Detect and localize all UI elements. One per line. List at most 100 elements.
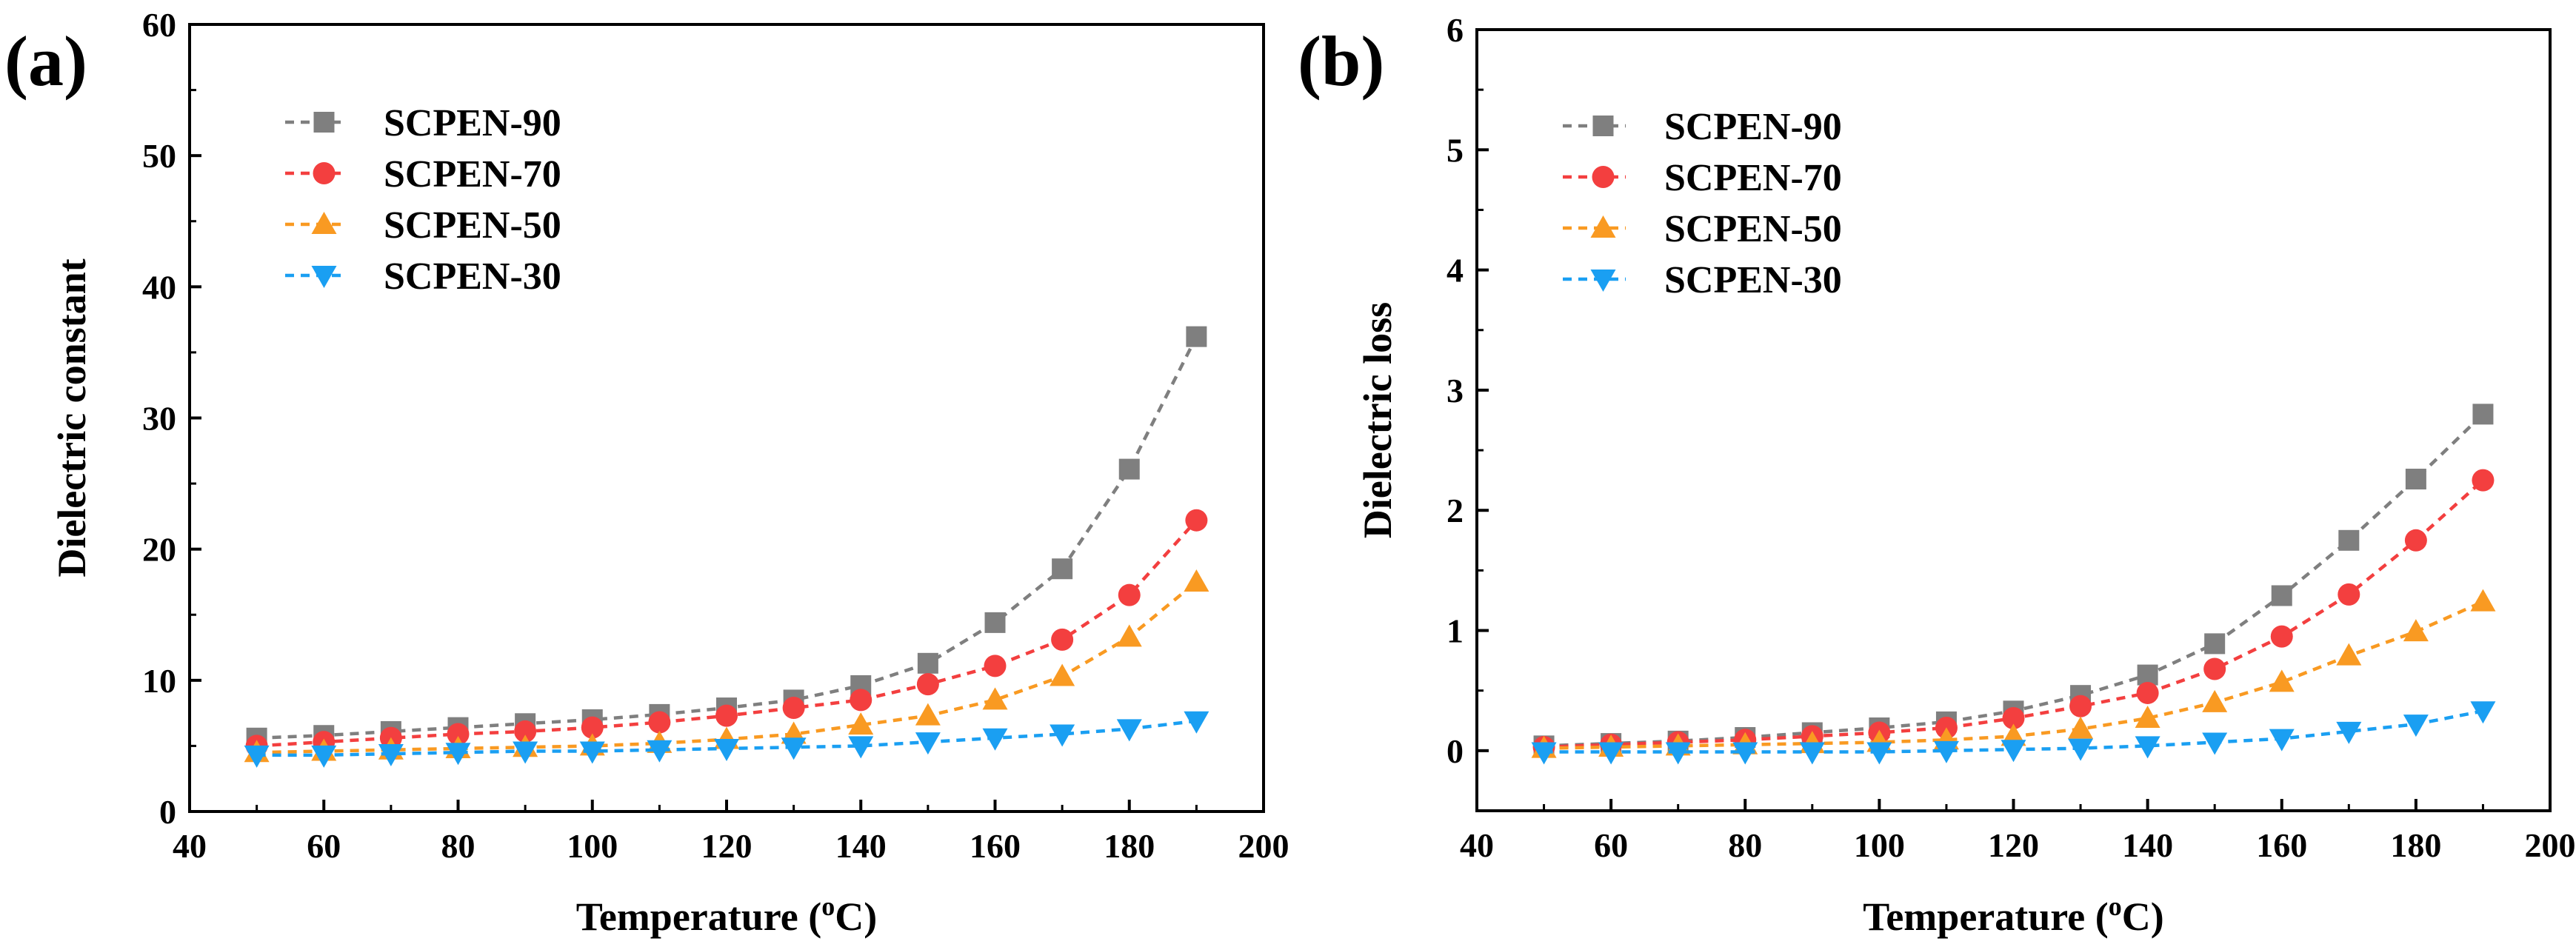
x-tick-label: 140 (835, 827, 887, 865)
legend-label: SCPEN-90 (384, 102, 561, 144)
series-scpen-30 (244, 711, 1209, 768)
data-point (311, 745, 337, 768)
data-point (1184, 569, 1209, 592)
x-tick-label: 40 (173, 827, 207, 865)
data-point (915, 703, 941, 726)
data-point (1185, 509, 1208, 532)
x-tick-label: 200 (1238, 827, 1289, 865)
x-tick-label: 80 (1728, 826, 1762, 864)
data-point (447, 723, 470, 746)
data-point (1118, 583, 1141, 606)
legend-label: SCPEN-70 (384, 153, 561, 195)
legend-item-scpen-90: SCPEN-90 (285, 102, 561, 144)
data-point (2135, 736, 2160, 759)
legend-item-scpen-90: SCPEN-90 (1563, 106, 1842, 148)
data-point (2002, 707, 2025, 730)
legend-marker (313, 112, 335, 133)
data-point (984, 655, 1007, 677)
y-tick-label: 20 (142, 531, 176, 569)
data-point (1116, 719, 1142, 742)
data-point (917, 652, 938, 674)
legend-marker (311, 212, 337, 234)
data-point (2470, 701, 2496, 724)
x-tick-label: 100 (1854, 826, 1905, 864)
x-tick-label: 60 (307, 827, 341, 865)
x-tick-label: 100 (567, 827, 618, 865)
data-point (1665, 742, 1691, 765)
data-point (244, 745, 270, 768)
data-point (915, 732, 941, 755)
data-point (2136, 681, 2159, 704)
data-point (850, 689, 872, 712)
legend-label: SCPEN-30 (1664, 259, 1842, 301)
data-point (984, 612, 1006, 633)
data-point (1116, 624, 1142, 647)
y-tick-label: 3 (1447, 372, 1464, 409)
series-scpen-70 (245, 509, 1208, 757)
x-tick-label: 200 (2525, 826, 2576, 864)
y-tick-label: 30 (142, 400, 176, 438)
y-tick-label: 0 (1447, 732, 1464, 770)
legend-marker (1590, 215, 1616, 238)
data-point (2069, 695, 2092, 717)
data-point (848, 712, 874, 735)
data-point (2403, 715, 2429, 737)
legend-label: SCPEN-90 (1664, 106, 1842, 148)
data-point (715, 704, 738, 727)
data-point (2269, 669, 2295, 692)
x-tick-label: 60 (1594, 826, 1628, 864)
y-tick-label: 4 (1447, 252, 1464, 290)
data-point (1184, 711, 1209, 734)
x-axis-title: Temperature (oC) (576, 891, 877, 939)
data-point (581, 716, 604, 739)
data-point (2270, 625, 2293, 648)
data-point (2271, 585, 2292, 606)
data-point (2202, 689, 2228, 712)
plot-frame (188, 23, 1265, 813)
data-point (782, 697, 805, 720)
chart-panel-b: 40 60 80 100 120 140 160 180 200 0 1 2 3 4 5 6 (b) Temper… (1298, 11, 2576, 939)
data-point (848, 736, 874, 759)
data-point (648, 711, 671, 734)
data-point (1052, 558, 1073, 580)
data-point (1118, 458, 1140, 480)
data-point (1050, 663, 1075, 686)
data-point (982, 728, 1008, 751)
data-point (2068, 738, 2094, 761)
data-point (2269, 729, 2295, 752)
data-point (982, 687, 1008, 710)
data-point (1050, 724, 1075, 747)
y-tick-label: 50 (142, 137, 176, 175)
legend-item-scpen-50: SCPEN-50 (1563, 208, 1842, 250)
data-point (1051, 628, 1074, 651)
data-point (916, 673, 939, 696)
data-point (714, 738, 739, 761)
data-point (1866, 742, 1892, 765)
data-point (2404, 529, 2427, 552)
series-scpen-90 (1533, 404, 2494, 757)
legend-marker (311, 266, 337, 288)
data-point (2202, 732, 2228, 755)
data-point (2336, 721, 2362, 744)
y-tick-label: 2 (1447, 492, 1464, 529)
y-tick-label: 40 (142, 268, 176, 306)
y-tick-label: 10 (142, 662, 176, 700)
legend-marker (1592, 116, 1614, 136)
x-tick-label: 80 (441, 827, 476, 865)
y-tick-label: 5 (1447, 131, 1464, 169)
data-point (2405, 469, 2426, 490)
legend-item-scpen-50: SCPEN-50 (285, 204, 561, 247)
y-tick-label: 1 (1447, 612, 1464, 650)
data-point (2001, 740, 2026, 763)
data-point (2472, 469, 2495, 492)
data-point (1799, 742, 1825, 765)
x-tick-label: 120 (701, 827, 753, 865)
chart-panel-a: 40 60 80 100 120 140 160 180 200 0 10 20 30 40 50 60 (a)… (4, 6, 1289, 939)
data-point (1531, 742, 1557, 765)
data-point (2403, 619, 2429, 642)
panel-label: (b) (1298, 21, 1384, 101)
legend-label: SCPEN-50 (1664, 208, 1842, 250)
series-scpen-30 (1531, 701, 2496, 765)
data-point (2336, 643, 2362, 666)
